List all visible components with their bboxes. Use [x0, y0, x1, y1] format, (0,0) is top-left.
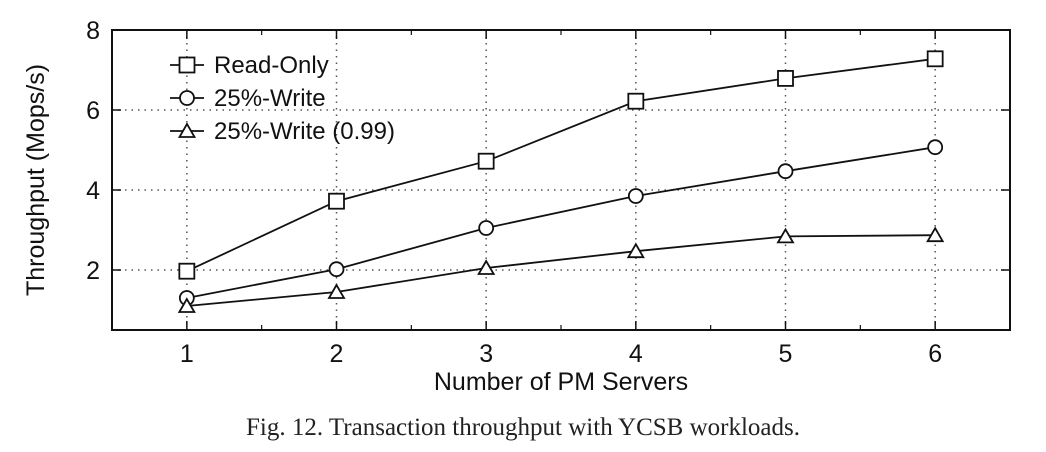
- data-point-square: [328, 192, 345, 210]
- data-point-triangle: [177, 297, 196, 313]
- x-tick-label: 1: [180, 340, 194, 368]
- y-tick-label: 4: [86, 177, 100, 205]
- series-square: [178, 50, 944, 280]
- y-axis-title: Throughput (Mops/s): [22, 64, 50, 296]
- legend-label: Read-Only: [214, 52, 329, 79]
- series-line: [186, 57, 936, 273]
- data-point-circle: [627, 188, 644, 204]
- legend-marker-circle: [179, 90, 195, 106]
- data-point-circle: [927, 139, 944, 156]
- data-point-triangle: [776, 227, 795, 244]
- data-point-circle: [777, 163, 794, 180]
- legend-marker-square: [178, 56, 196, 74]
- data-point-square: [627, 92, 645, 110]
- legend-entry: Read-Only: [170, 52, 329, 79]
- y-tick-label: 2: [86, 257, 100, 285]
- legend-label: 25%-Write: [214, 85, 326, 112]
- series-line: [186, 146, 936, 299]
- x-tick-label: 3: [479, 340, 493, 368]
- x-tick-label: 2: [330, 340, 344, 368]
- x-tick-label: 5: [779, 340, 793, 368]
- x-tick-label: 6: [928, 340, 942, 368]
- data-point-square: [178, 262, 196, 280]
- legend-label: 25%-Write (0.99): [214, 118, 395, 145]
- y-tick-label: 8: [86, 17, 100, 45]
- grid-lines: [112, 30, 1010, 330]
- legend: Read-Only 25%-Write 25%-Write (0.99): [170, 52, 395, 145]
- data-point-triangle: [477, 259, 496, 275]
- data-point-triangle: [626, 242, 645, 259]
- data-point-square: [926, 50, 944, 68]
- y-tick-label: 6: [86, 97, 100, 125]
- series-circle: [178, 139, 944, 306]
- figure-caption: Fig. 12. Transaction throughput with YCS…: [246, 414, 800, 441]
- series-layer: [177, 50, 945, 313]
- legend-entry: 25%-Write (0.99): [170, 118, 395, 145]
- data-point-circle: [478, 220, 495, 236]
- legend-marker-triangle: [177, 122, 197, 138]
- data-point-circle: [328, 261, 345, 278]
- legend-entry: 25%-Write: [170, 85, 326, 112]
- axis-ticks: 1 2 3 4 5 6 2 4 6 8: [86, 17, 1010, 368]
- series-triangle: [177, 226, 945, 313]
- data-point-square: [477, 152, 495, 170]
- data-point-square: [777, 70, 794, 87]
- data-point-triangle: [926, 226, 945, 243]
- data-point-triangle: [327, 283, 346, 299]
- x-axis-title: Number of PM Servers: [434, 368, 688, 396]
- line-chart: 1 2 3 4 5 6 2 4 6 8 Read-Only 25%-Write 25%-Write (…: [22, 17, 1011, 396]
- x-tick-label: 4: [629, 340, 643, 368]
- series-line: [186, 234, 936, 307]
